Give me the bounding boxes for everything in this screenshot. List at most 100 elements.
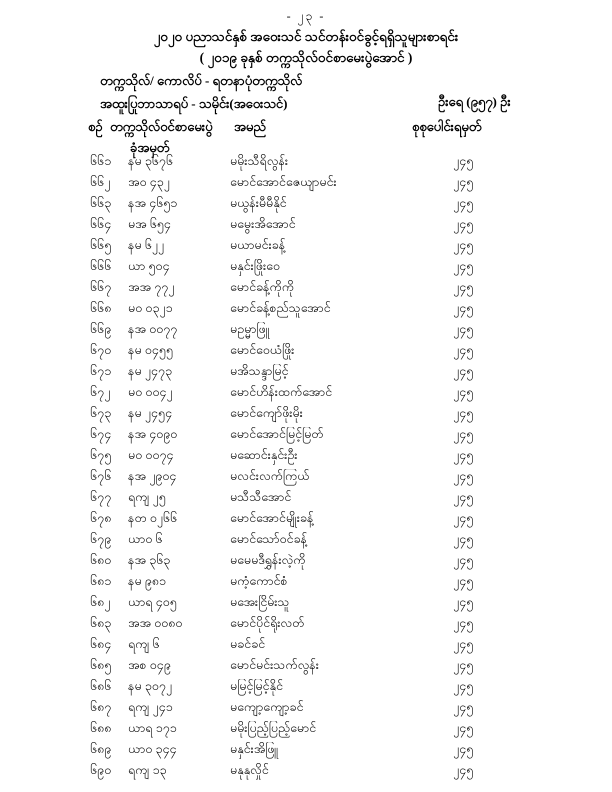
row-total-marks: ၂၄၅ <box>453 741 474 756</box>
table-row: ၆၆၉ နအ ၀၀၇၇ မဥမ္မာဖြူ ၂၄၅ <box>0 320 612 341</box>
row-roll-number: မအ ၆၅၄ <box>128 216 171 231</box>
row-total-marks: ၂၄၅ <box>453 552 474 567</box>
row-serial: ၆၇၁ <box>90 363 112 378</box>
row-roll-number: အအ ၇၇၂ <box>128 279 175 294</box>
row-name: မောင်အောင်မျိုးခန့် <box>230 510 314 525</box>
row-serial: ၆၆၈ <box>90 300 112 315</box>
row-serial: ၆၆၅ <box>90 237 112 252</box>
table-row: ၆၈၅ အစ ၀၄၉ မောင်မင်းသက်လွန်း ၂၄၅ <box>0 656 612 677</box>
table-row: ၆၈၄ ရကျ ၆ မခင်ခင် ၂၄၅ <box>0 635 612 656</box>
row-roll-number: နမ ၃၀၇၂ <box>128 678 172 693</box>
table-row: ၆၈၇ ရကျ ၂၄၁ မကျော့ကျော့ခင် ၂၄၅ <box>0 698 612 719</box>
table-row: ၆၈၃ အအ ၀၀၈၀ မောင်ပိုင်ရိုးလတ် ၂၄၅ <box>0 614 612 635</box>
row-name: မယွန်းမီမီနိုင် <box>230 195 287 210</box>
row-roll-number: အစ ၀၄၉ <box>128 657 171 672</box>
row-roll-number: နမ ၂၄၇၃ <box>128 363 172 378</box>
table-row: ၆၈၂ ယာရ ၄၀၅ မအေးငြိမ်းသူ ၂၄၅ <box>0 593 612 614</box>
column-header-name: အမည် <box>234 119 266 134</box>
document-title: ၂၀၂၀ ပညာသင်နှစ် အဝေးသင် သင်တန်းဝင်ခွင့်ရ… <box>153 29 459 44</box>
row-roll-number: မဝ ၀၃၂၁ <box>128 300 173 315</box>
row-name: မကျော့ကျော့ခင် <box>230 699 304 714</box>
row-name: မောင်ခန့်ကိုကို <box>230 279 294 294</box>
row-total-marks: ၂၄၅ <box>453 762 474 777</box>
table-row: ၆၉၀ ရကျ ၁၃ မနုနုလှိုင် ၂၄၅ <box>0 761 612 782</box>
column-header-total-marks: စုစုပေါင်းရမှတ် <box>412 119 482 134</box>
row-serial: ၆၇၈ <box>90 510 112 525</box>
row-serial: ၆၈၂ <box>90 594 111 609</box>
row-total-marks: ၂၄၅ <box>453 153 474 168</box>
table-rows: ၆၆၁ နမ ၃၆၇၆ မမိုးသီရိလွန်း ၂၄၅ ၆၆၂ အဝ ၄၃၂ မောင… <box>0 152 612 782</box>
row-total-marks: ၂၄၅ <box>453 321 474 336</box>
table-row: ၆၇၂ မဝ ၀၀၄၂ မောင်ဟိန်းထက်အောင် ၂၄၅ <box>0 383 612 404</box>
row-serial: ၆၇၂ <box>90 384 111 399</box>
table-row: ၆၇၈ နတ ၀၂၆၆ မောင်အောင်မျိုးခန့် ၂၄၅ <box>0 509 612 530</box>
row-name: မယာမင်းခန့် <box>230 237 286 252</box>
row-name: မောင်မင်းသက်လွန်း <box>230 657 319 672</box>
row-serial: ၆၆၇ <box>90 279 112 294</box>
row-total-marks: ၂၄၅ <box>453 573 474 588</box>
row-serial: ၆၈၄ <box>90 636 112 651</box>
row-total-marks: ၂၄၅ <box>453 279 474 294</box>
row-name: မနှင်းအိဖြူ <box>230 741 279 756</box>
row-name: မအိသန္ဒာမြင့် <box>230 363 289 378</box>
page-number: - ၂၃ - <box>286 9 326 23</box>
table-row: ၆၈၉ ယာဝ ၃၄၄ မနှင်းအိဖြူ ၂၄၅ <box>0 740 612 761</box>
table-row: ၆၆၅ နမ ၆၂၂ မယာမင်းခန့် ၂၄၅ <box>0 236 612 257</box>
row-name: မမွေးအိအောင် <box>230 216 296 231</box>
row-name: မောင်ခန့်စည်သူအောင် <box>230 300 331 315</box>
row-roll-number: နမ ၆၂၂ <box>128 237 165 252</box>
row-serial: ၆၈၁ <box>90 573 112 588</box>
row-roll-number: နအ ၃၆၃ <box>128 552 171 567</box>
column-header-roll-line2: ခုံအမှတ် <box>130 140 170 155</box>
row-serial: ၆၇၉ <box>90 531 112 546</box>
row-name: မောင်အောင်ဇေယျာမင်း <box>230 174 337 189</box>
row-roll-number: ရကျ ၁၃ <box>128 762 167 777</box>
row-total-marks: ၂၄၅ <box>453 300 474 315</box>
row-total-marks: ၂၄၅ <box>453 636 474 651</box>
row-roll-number: အဝ ၄၃၂ <box>128 174 170 189</box>
table-row: ၆၇၅ မဝ ၀၀၇၄ မဆောင်းနှင်းဦး ၂၄၅ <box>0 446 612 467</box>
table-row: ၆၇၀ နမ ၀၄၅၅ မောင်ဝေယံဖြိုး ၂၄၅ <box>0 341 612 362</box>
row-roll-number: မဝ ၀၀၄၂ <box>128 384 173 399</box>
row-name: မမိုးပြည့်ပြည့်မောင် <box>230 720 317 735</box>
row-roll-number: ယာရ ၄၀၅ <box>128 594 177 609</box>
table-row: ၆၇၉ ယာဝ ၆ မောင်သော်ဝင်ခန့် ၂၄၅ <box>0 530 612 551</box>
table-row: ၆၆၄ မအ ၆၅၄ မမွေးအိအောင် ၂၄၅ <box>0 215 612 236</box>
row-total-marks: ၂၄၅ <box>453 489 474 504</box>
row-name: မမေမဒီရွှန်းလဲ့ကို <box>230 552 306 567</box>
document-subtitle: ( ၂၀၁၉ ခုနှစ် တက္ကသိုလ်ဝင်စာမေးပွဲအောင် … <box>199 50 413 65</box>
row-serial: ၆၈၈ <box>90 720 112 735</box>
row-serial: ၆၆၂ <box>90 174 111 189</box>
row-roll-number: နမ ၂၄၅၄ <box>128 405 172 420</box>
row-roll-number: နမ ၀၄၅၅ <box>128 342 173 357</box>
row-serial: ၆၇၀ <box>90 342 112 357</box>
row-serial: ၆၇၄ <box>90 426 112 441</box>
row-name: မလင်းလက်ကြယ် <box>230 468 310 483</box>
row-name: မနှင်းဖြိုးဝေ <box>230 258 280 273</box>
table-row: ၆၆၈ မဝ ၀၃၂၁ မောင်ခန့်စည်သူအောင် ၂၄၅ <box>0 299 612 320</box>
row-total-marks: ၂၄၅ <box>453 447 474 462</box>
row-name: မောင်ဟိန်းထက်အောင် <box>230 384 333 399</box>
table-row: ၆၇၃ နမ ၂၄၅၄ မောင်ကျော်ဖိုးမိုး ၂၄၅ <box>0 404 612 425</box>
university-line: တက္ကသိုလ်/ ကောလိပ် - ရတနာပုံတက္ကသိုလ် <box>100 73 303 88</box>
row-serial: ၆၆၄ <box>90 216 112 231</box>
row-total-marks: ၂၄၅ <box>453 699 474 714</box>
row-total-marks: ၂၄၅ <box>453 426 474 441</box>
row-serial: ၆၇၆ <box>90 468 112 483</box>
row-serial: ၆၇၃ <box>90 405 112 420</box>
row-serial: ၆၈၃ <box>90 615 112 630</box>
column-header-roll-line1: တက္ကသိုလ်ဝင်စာမေးပွဲ <box>110 119 213 134</box>
row-name: မောင်သော်ဝင်ခန့် <box>230 531 307 546</box>
row-total-marks: ၂၄၅ <box>453 468 474 483</box>
row-name: မောင်ဝေယံဖြိုး <box>230 342 295 357</box>
row-total-marks: ၂၄၅ <box>453 258 474 273</box>
row-serial: ၆၇၅ <box>90 447 112 462</box>
row-roll-number: ရကျ ၂၄၁ <box>128 699 173 714</box>
row-roll-number: ယာဝ ၃၄၄ <box>128 741 177 756</box>
table-row: ၆၇၆ နအ ၂၉၀၄ မလင်းလက်ကြယ် ၂၄၅ <box>0 467 612 488</box>
table-row: ၆၆၇ အအ ၇၇၂ မောင်ခန့်ကိုကို ၂၄၅ <box>0 278 612 299</box>
row-total-marks: ၂၄၅ <box>453 237 474 252</box>
row-roll-number: နအ ၀၀၇၇ <box>128 321 178 336</box>
row-name: မောင်အောင်မြင့်မြတ် <box>230 426 324 441</box>
row-serial: ၆၆၁ <box>90 153 112 168</box>
